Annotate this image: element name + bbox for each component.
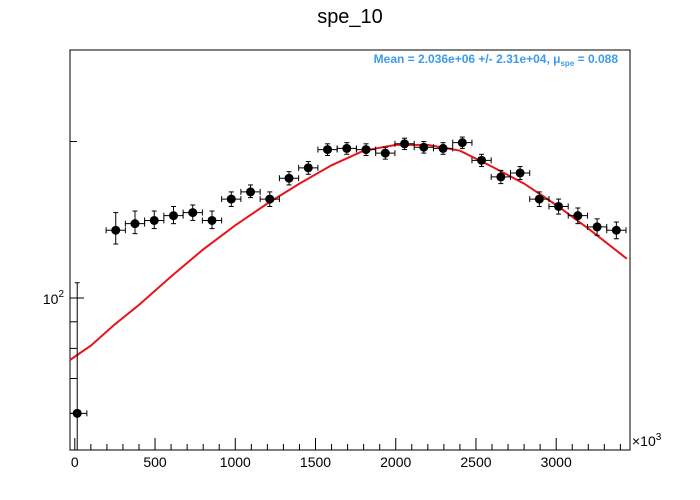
x-tick-label: 0 xyxy=(71,454,79,470)
data-point xyxy=(201,210,223,230)
data-point xyxy=(278,171,300,186)
data-point xyxy=(240,184,261,199)
data-point xyxy=(509,166,531,181)
data-point xyxy=(606,221,627,240)
x-tick-label: 2000 xyxy=(380,454,411,470)
data-point xyxy=(394,137,415,151)
data-point xyxy=(548,198,569,215)
chart-title: spe_10 xyxy=(317,6,383,28)
data-point xyxy=(413,141,434,154)
data-point xyxy=(182,204,203,221)
data-point xyxy=(317,143,338,156)
data-points-layer xyxy=(69,136,627,450)
fit-annotation: Mean = 2.036e+06 +/- 2.31e+04, μspe = 0.… xyxy=(374,52,619,68)
data-point xyxy=(221,191,242,207)
x-axis-multiplier: ×103 xyxy=(632,432,662,449)
data-point xyxy=(490,169,511,185)
data-point xyxy=(163,205,184,225)
fit-curve xyxy=(69,143,628,361)
data-point xyxy=(144,210,165,230)
x-tick-label: 2500 xyxy=(460,454,491,470)
data-point xyxy=(375,146,396,160)
x-tick-label: 1500 xyxy=(300,454,331,470)
x-tick-label: 500 xyxy=(143,454,167,470)
data-point xyxy=(432,142,454,155)
fit-curve-layer xyxy=(69,143,628,361)
data-point xyxy=(124,210,146,235)
x-axis: 0 500 1000 1500 2000 2500 3000 xyxy=(71,438,621,470)
data-point xyxy=(69,282,88,450)
y-axis: 102 xyxy=(43,49,84,414)
data-point xyxy=(298,161,319,175)
data-point xyxy=(259,191,280,207)
plot-frame xyxy=(69,49,631,451)
data-point xyxy=(586,218,608,236)
x-tick-label: 3000 xyxy=(541,454,572,470)
data-point xyxy=(471,153,492,168)
data-point xyxy=(529,191,550,207)
data-point xyxy=(452,136,473,149)
data-point xyxy=(355,143,377,156)
data-point xyxy=(336,142,357,155)
data-point xyxy=(567,207,588,225)
x-tick-label: 1000 xyxy=(220,454,251,470)
data-point xyxy=(105,212,126,245)
y-tick-label: 102 xyxy=(43,289,65,307)
